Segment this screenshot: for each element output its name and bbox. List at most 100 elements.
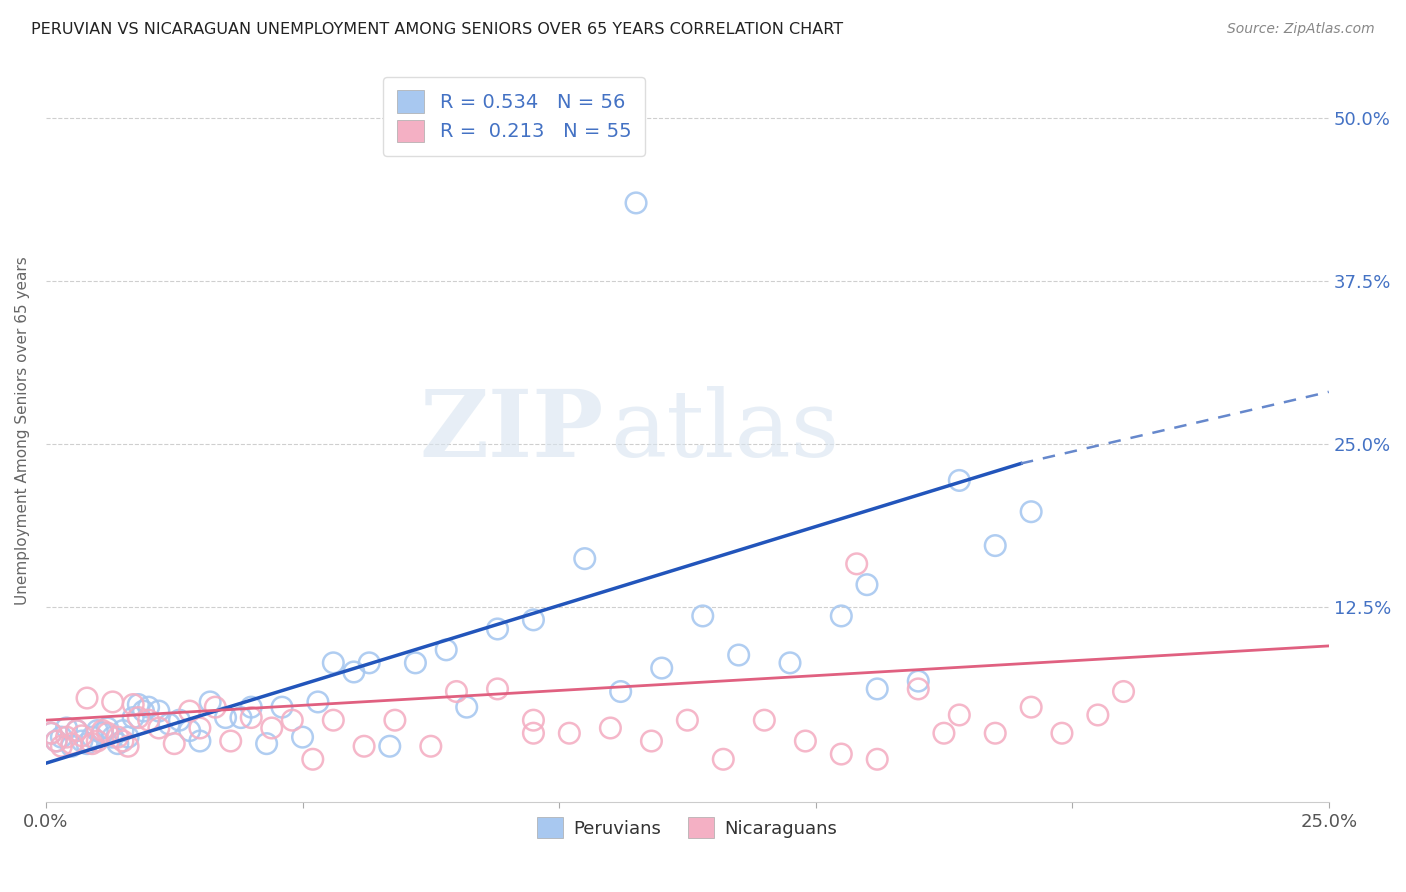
Point (456, 700, 478, 714)
Point (66, 723, 89, 738)
Point (101, 730, 124, 744)
Text: atlas: atlas (610, 386, 839, 476)
Point (486, 622, 509, 636)
Point (1019, 700, 1042, 714)
Point (91, 723, 114, 738)
Point (117, 730, 139, 744)
Point (651, 661, 673, 675)
Point (240, 710, 263, 724)
Point (486, 681, 509, 696)
Point (76, 737, 98, 751)
Point (378, 739, 401, 754)
Y-axis label: Unemployment Among Seniors over 65 years: Unemployment Among Seniors over 65 years (15, 257, 30, 606)
Point (55, 721, 77, 735)
Point (948, 708, 970, 723)
Point (198, 695, 221, 709)
Point (188, 734, 211, 748)
Point (574, 551, 596, 566)
Point (522, 613, 544, 627)
Point (169, 713, 191, 727)
Point (948, 474, 970, 488)
Point (384, 713, 406, 727)
Point (291, 730, 314, 744)
Point (179, 704, 201, 718)
Point (107, 730, 129, 744)
Point (609, 684, 631, 698)
Point (845, 557, 868, 571)
Point (82, 730, 104, 744)
Point (39, 726, 62, 740)
Point (127, 710, 149, 724)
Point (91, 726, 114, 740)
Point (138, 713, 160, 727)
Point (322, 713, 344, 727)
Point (219, 734, 242, 748)
Point (624, 195, 647, 210)
Point (76, 691, 98, 706)
Text: Source: ZipAtlas.com: Source: ZipAtlas.com (1227, 22, 1375, 37)
Point (343, 665, 366, 679)
Point (204, 700, 226, 714)
Point (353, 739, 375, 754)
Point (599, 721, 621, 735)
Text: ZIP: ZIP (420, 386, 605, 476)
Point (82, 737, 104, 751)
Point (907, 681, 929, 696)
Point (214, 710, 236, 724)
Point (727, 648, 749, 662)
Point (558, 726, 581, 740)
Point (419, 739, 441, 754)
Point (101, 695, 124, 709)
Point (322, 656, 344, 670)
Point (55, 730, 77, 744)
Point (179, 723, 201, 738)
Point (157, 717, 180, 731)
Point (307, 695, 329, 709)
Point (856, 577, 879, 591)
Text: PERUVIAN VS NICARAGUAN UNEMPLOYMENT AMONG SENIORS OVER 65 YEARS CORRELATION CHAR: PERUVIAN VS NICARAGUAN UNEMPLOYMENT AMON… (31, 22, 844, 37)
Point (96, 721, 118, 735)
Point (148, 721, 170, 735)
Point (163, 737, 186, 751)
Point (111, 734, 134, 748)
Point (271, 700, 294, 714)
Point (1050, 726, 1073, 740)
Point (984, 726, 1007, 740)
Point (39, 726, 62, 740)
Point (60, 739, 83, 754)
Point (1087, 708, 1109, 723)
Point (66, 723, 89, 738)
Point (256, 737, 278, 751)
Point (779, 656, 801, 670)
Point (1112, 684, 1135, 698)
Point (830, 747, 852, 761)
Legend: Peruvians, Nicaraguans: Peruvians, Nicaraguans (530, 810, 845, 846)
Point (122, 710, 145, 724)
Point (138, 700, 160, 714)
Point (522, 713, 544, 727)
Point (794, 734, 817, 748)
Point (301, 752, 323, 766)
Point (711, 752, 734, 766)
Point (640, 734, 662, 748)
Point (676, 713, 699, 727)
Point (932, 726, 955, 740)
Point (132, 704, 155, 718)
Point (866, 752, 889, 766)
Point (1019, 505, 1042, 519)
Point (45, 734, 67, 748)
Point (117, 739, 139, 754)
Point (281, 713, 304, 727)
Point (984, 539, 1007, 553)
Point (51, 739, 73, 754)
Point (188, 721, 211, 735)
Point (522, 726, 544, 740)
Point (260, 721, 283, 735)
Point (359, 656, 381, 670)
Point (127, 698, 149, 712)
Point (148, 704, 170, 718)
Point (229, 710, 252, 724)
Point (830, 609, 852, 624)
Point (446, 684, 468, 698)
Point (754, 713, 776, 727)
